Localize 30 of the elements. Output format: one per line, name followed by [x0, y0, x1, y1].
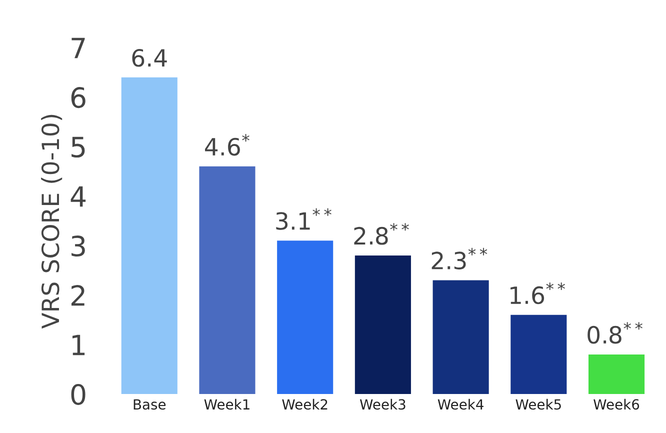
data-label: 0.8$^{**}$ — [588, 322, 642, 344]
y-tick-label: 1 — [72, 334, 85, 356]
y-tick-label: 6 — [71, 87, 86, 108]
data-label: 4.6$^{*}$ — [205, 134, 250, 156]
bar — [199, 166, 256, 394]
x-tick-label: Week4 — [438, 398, 484, 410]
bar — [432, 280, 489, 394]
x-tick-label: Week2 — [282, 398, 328, 410]
bar — [588, 354, 645, 394]
y-tick-label: 5 — [72, 136, 85, 158]
data-label: 2.3$^{**}$ — [432, 248, 488, 270]
y-tick-label: 4 — [70, 186, 86, 207]
x-tick-label: Week6 — [594, 398, 640, 410]
data-label: 1.6$^{**}$ — [510, 282, 565, 304]
x-tick-label: Base — [134, 399, 166, 410]
data-label: 3.1$^{**}$ — [276, 208, 332, 230]
bar — [277, 240, 334, 394]
y-tick-label: 3 — [72, 236, 85, 257]
x-tick-label: Week3 — [360, 398, 406, 410]
data-label: 6.4 — [132, 48, 167, 67]
data-label: 2.8$^{**}$ — [354, 223, 409, 245]
y-axis-title: VRS SCORE (0-10) — [41, 114, 62, 329]
x-tick-label: Week1 — [204, 398, 250, 410]
bar — [510, 314, 567, 394]
y-tick-label: 2 — [71, 284, 84, 306]
x-tick-label: Week5 — [516, 398, 561, 410]
bar — [354, 255, 411, 394]
y-tick-label: 0 — [71, 384, 86, 405]
bar — [121, 77, 178, 394]
y-tick-label: 7 — [72, 38, 85, 58]
